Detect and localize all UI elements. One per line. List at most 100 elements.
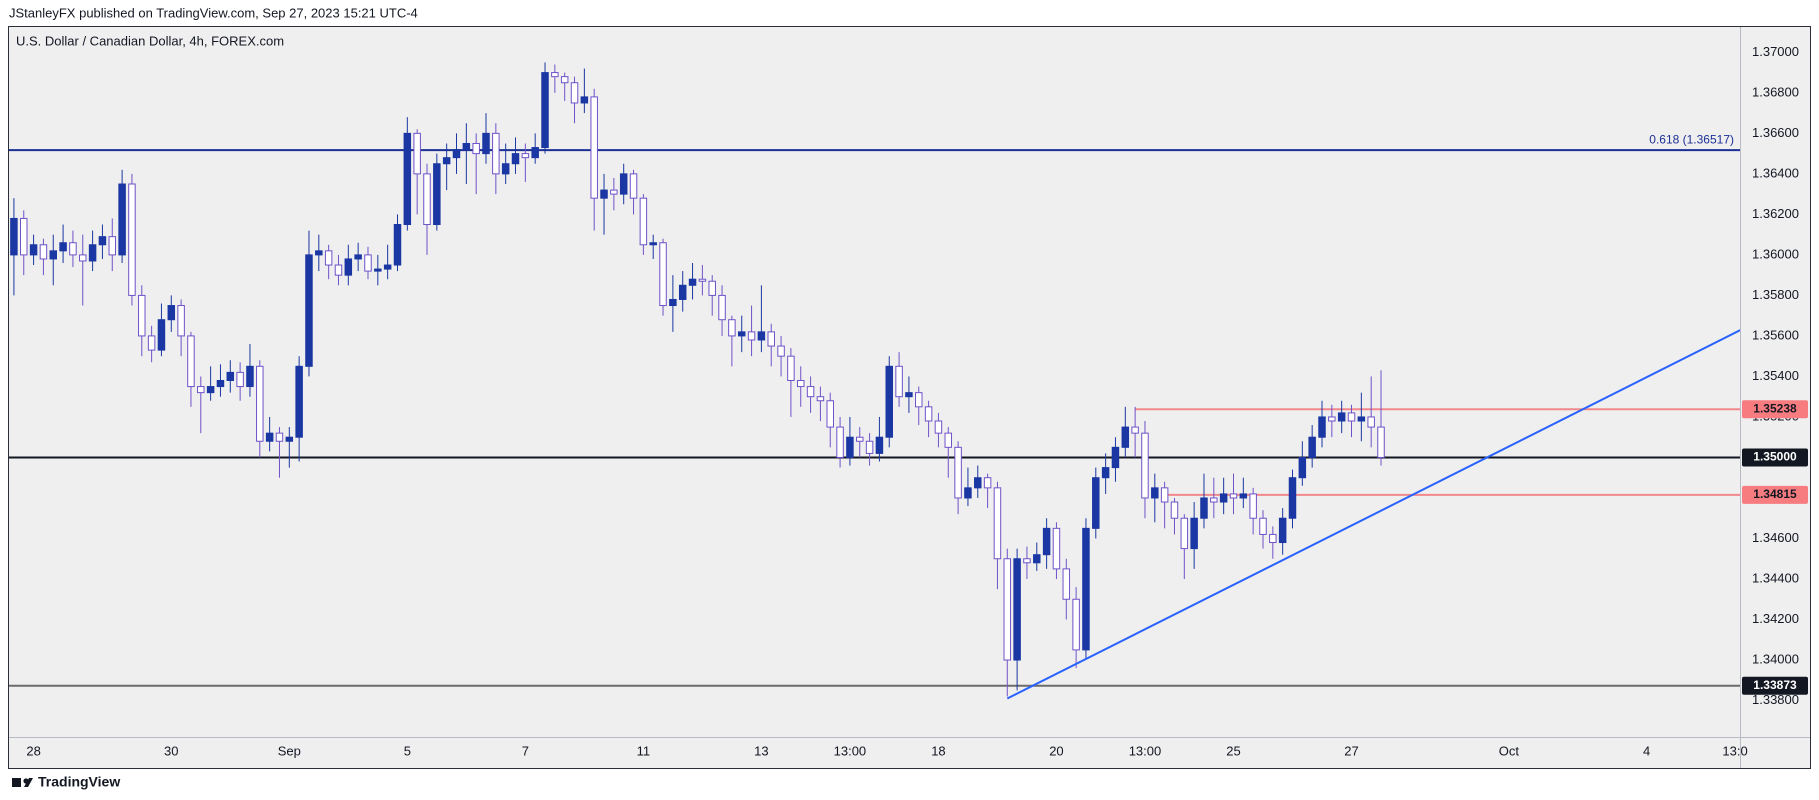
x-tick-label: 18 bbox=[931, 743, 945, 758]
candle-body bbox=[600, 189, 608, 199]
candle-body bbox=[472, 142, 480, 155]
y-tick-label: 1.34200 bbox=[1752, 611, 1799, 626]
candle-body bbox=[796, 379, 805, 388]
y-tick-label: 1.36200 bbox=[1752, 206, 1799, 221]
candle-body bbox=[964, 487, 972, 499]
candle-body bbox=[157, 319, 166, 351]
candle-body bbox=[1308, 436, 1316, 458]
x-tick-label: Oct bbox=[1499, 743, 1520, 758]
brand-name: TradingView bbox=[38, 774, 120, 790]
x-tick-label: Sep bbox=[278, 743, 301, 758]
candle-body bbox=[206, 386, 215, 394]
candle-body bbox=[856, 436, 864, 442]
candle-body bbox=[10, 217, 18, 256]
y-tick-label: 1.35400 bbox=[1752, 368, 1799, 383]
candle-body bbox=[452, 149, 461, 159]
candle-body bbox=[1318, 416, 1326, 438]
candle-body bbox=[1101, 467, 1110, 479]
candle-body bbox=[747, 331, 756, 341]
candle-body bbox=[1239, 493, 1248, 499]
candle-body bbox=[69, 242, 77, 256]
candle-body bbox=[1278, 517, 1287, 544]
candle-body bbox=[1328, 416, 1336, 422]
candle-body bbox=[1141, 432, 1149, 499]
candle-body bbox=[757, 331, 766, 341]
candle-body bbox=[836, 426, 844, 458]
candle-body bbox=[649, 242, 657, 246]
candle-body bbox=[1249, 493, 1257, 519]
y-tick-label: 1.36000 bbox=[1752, 246, 1799, 261]
candle-body bbox=[128, 183, 136, 296]
candle-body bbox=[423, 173, 431, 226]
y-tick-label: 1.37000 bbox=[1752, 44, 1799, 59]
candle-body bbox=[413, 132, 421, 175]
candle-body bbox=[501, 163, 510, 175]
candle-body bbox=[1229, 493, 1238, 499]
x-tick-label: 7 bbox=[522, 743, 529, 758]
candle-body bbox=[433, 163, 441, 226]
candle-body bbox=[708, 280, 716, 296]
candle-body bbox=[787, 355, 795, 381]
candle-body bbox=[875, 436, 884, 454]
candle-body bbox=[728, 319, 736, 337]
x-tick-label: 27 bbox=[1344, 743, 1358, 758]
candle-body bbox=[1288, 477, 1297, 519]
candle-body bbox=[442, 157, 451, 165]
candle-body bbox=[98, 236, 107, 246]
candle-body bbox=[324, 250, 333, 266]
candle-body bbox=[521, 153, 530, 159]
x-tick-label: 25 bbox=[1226, 743, 1240, 758]
candle-body bbox=[1013, 558, 1021, 661]
candle-body bbox=[275, 432, 284, 442]
y-tick-label: 1.36600 bbox=[1752, 125, 1799, 140]
candle-body bbox=[531, 147, 539, 159]
x-tick-label: 13 bbox=[754, 743, 768, 758]
price-tag bbox=[1742, 485, 1808, 504]
candle-body bbox=[1367, 416, 1375, 428]
candle-body bbox=[698, 278, 707, 282]
y-tick-label: 1.34400 bbox=[1752, 570, 1799, 585]
candle-body bbox=[118, 183, 126, 256]
candle-body bbox=[905, 392, 913, 398]
candle-body bbox=[334, 264, 343, 276]
candle-body bbox=[1377, 426, 1385, 458]
y-tick-label: 1.36800 bbox=[1752, 84, 1799, 99]
candle-body bbox=[915, 392, 923, 408]
candle-body bbox=[767, 331, 775, 347]
candle-body bbox=[1023, 558, 1031, 564]
candle-body bbox=[20, 217, 28, 256]
candle-body bbox=[983, 477, 992, 489]
candle-body bbox=[265, 432, 274, 442]
candle-body bbox=[1347, 412, 1356, 422]
candle-body bbox=[590, 96, 598, 199]
candle-body bbox=[629, 173, 638, 199]
candle-body bbox=[1131, 426, 1139, 434]
candle-body bbox=[1052, 527, 1061, 570]
candle-body bbox=[826, 400, 834, 428]
candle-body bbox=[147, 335, 156, 351]
candle-body bbox=[511, 153, 520, 165]
candle-body bbox=[39, 244, 48, 260]
candle-body bbox=[236, 371, 244, 388]
y-tick-label: 1.34000 bbox=[1752, 651, 1799, 666]
candle-body bbox=[1219, 493, 1228, 503]
candle-body bbox=[954, 446, 962, 499]
candle-body bbox=[944, 432, 953, 448]
candle-body bbox=[619, 173, 628, 195]
candle-body bbox=[806, 386, 815, 398]
candle-body bbox=[1269, 533, 1277, 544]
y-tick-label: 1.36400 bbox=[1752, 165, 1799, 180]
symbol-title: U.S. Dollar / Canadian Dollar, 4h, FOREX… bbox=[16, 33, 284, 48]
candle-body bbox=[187, 335, 195, 388]
candle-body bbox=[256, 365, 264, 442]
candle-body bbox=[374, 268, 382, 272]
x-tick-label: 11 bbox=[637, 743, 651, 758]
candle-body bbox=[865, 440, 874, 454]
logo-shape bbox=[12, 778, 21, 787]
candle-body bbox=[551, 72, 559, 78]
brand-logo bbox=[12, 778, 33, 787]
y-tick-label: 1.34600 bbox=[1752, 530, 1799, 545]
candle-body bbox=[1092, 477, 1100, 529]
